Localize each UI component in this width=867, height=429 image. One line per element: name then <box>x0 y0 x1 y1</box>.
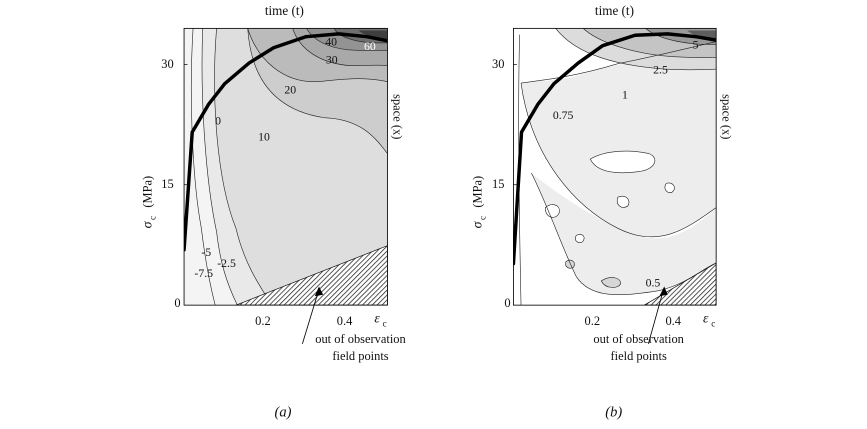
annotation-arrowhead-b <box>659 286 668 297</box>
x-axis-symbol-a: ε <box>374 310 380 325</box>
y-axis-subscript-a: c <box>148 216 158 220</box>
annotation-arrow-a <box>301 289 320 345</box>
y-axis-subscript-b: c <box>478 216 488 220</box>
x-axis-symbol-b: ε <box>703 310 709 325</box>
annotation-line1-b: out of observation <box>593 332 684 346</box>
contour-label-b: 0.5 <box>646 276 661 289</box>
y-axis-symbol-b: σ <box>470 220 485 228</box>
contour-label-a: 10 <box>258 130 270 143</box>
annotation-line1-a: out of observation <box>315 332 406 346</box>
plot-frame-a <box>183 27 388 306</box>
contour-labels-a: -7.5 -5 -2.5 0 10 20 30 40 60 <box>194 36 375 280</box>
y-tick-label-15-a: 15 <box>161 177 173 191</box>
caption-a: (a) <box>275 405 292 421</box>
contour-label-b: 1 <box>622 88 628 101</box>
contour-label-a: -5 <box>201 246 211 259</box>
annotation-line2-a: field points <box>332 349 388 363</box>
contour-label-a: -7.5 <box>194 267 213 280</box>
contour-label-b: 5 <box>693 38 699 51</box>
y-tick-marks-a <box>184 64 188 186</box>
x-tick-label-0.4-a: 0.4 <box>337 314 353 328</box>
y-axis-unit-b: (MPa) <box>471 176 485 208</box>
panel-b-title: time (t) <box>595 3 634 18</box>
contour-label-a: 20 <box>284 83 296 96</box>
x-axis-label-b: ε c <box>703 310 715 328</box>
caption-b: (b) <box>605 405 622 421</box>
panel-a: time (t) 30 15 0 0.2 0.4 σ c (MPa) space… <box>140 3 407 420</box>
panel-a-title: time (t) <box>265 3 304 18</box>
y-axis-symbol-a: σ <box>140 220 155 228</box>
contour-label-a: -2.5 <box>217 257 236 270</box>
right-axis-label-b: space (x) <box>719 94 733 139</box>
x-tick-label-0.2-a: 0.2 <box>255 314 271 328</box>
svg-text:space (x): space (x) <box>719 94 733 139</box>
y-tick-label-30-a: 30 <box>161 57 173 71</box>
contour-label-a: 60 <box>364 40 376 53</box>
contour-label-b: 2.5 <box>653 63 668 76</box>
y-tick-label-15-b: 15 <box>492 177 504 191</box>
stress-strain-curve-a <box>184 32 388 252</box>
stress-strain-curve-b <box>513 32 717 266</box>
y-tick-label-0-a: 0 <box>174 296 180 310</box>
contour-fills-b <box>513 28 717 306</box>
contour-label-a: 40 <box>325 36 337 49</box>
contour-label-a: 0 <box>215 115 221 128</box>
x-axis-label-a: ε c <box>374 310 386 328</box>
y-tick-label-30-b: 30 <box>492 57 504 71</box>
contour-labels-b: 0.5 0.75 1 2.5 5 <box>553 38 699 289</box>
right-axis-label-a: space (x) <box>391 94 405 139</box>
x-tick-label-0.2-b: 0.2 <box>585 314 601 328</box>
x-axis-subscript-a: c <box>383 319 387 329</box>
plot-frame-b <box>513 27 717 306</box>
panel-b: time (t) 30 15 0 0.2 0.4 σ c (MPa) space… <box>470 3 734 420</box>
svg-text:space (x): space (x) <box>391 94 405 139</box>
annotation-arrowhead-a <box>314 286 324 297</box>
y-axis-unit-a: (MPa) <box>141 176 155 208</box>
contour-fills-a <box>184 28 388 306</box>
x-axis-subscript-b: c <box>711 319 715 329</box>
y-tick-label-0-b: 0 <box>504 296 510 310</box>
contour-label-b: 0.75 <box>553 109 574 122</box>
y-tick-marks-b <box>513 64 517 186</box>
annotation-line2-b: field points <box>611 349 667 363</box>
annotation-arrow-b <box>647 289 664 345</box>
x-tick-label-0.4-b: 0.4 <box>665 314 681 328</box>
contour-label-a: 30 <box>326 54 338 67</box>
y-axis-label-a: σ c (MPa) <box>140 176 158 229</box>
y-axis-label-b: σ c (MPa) <box>470 176 488 229</box>
